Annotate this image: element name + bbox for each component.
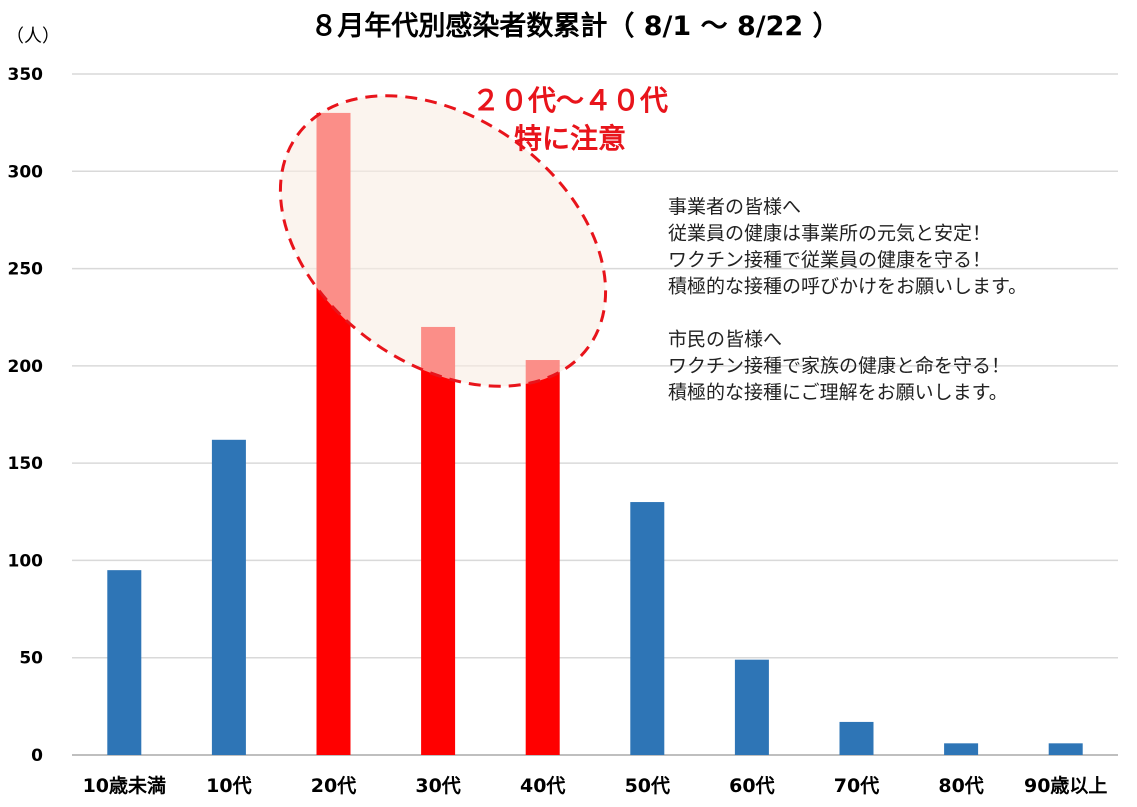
x-tick-label: 60代 [729, 775, 774, 797]
bar-6 [630, 502, 665, 755]
x-tick-label: 50代 [625, 775, 670, 797]
emphasis-line-1: ２０代〜４０代 [472, 84, 668, 117]
x-tick-label: 90歳以上 [1024, 775, 1107, 797]
emphasis-line-2: 特に注意 [514, 122, 626, 155]
y-axis-ticks: 0 50 100 150 200 250 300 350 [8, 65, 44, 766]
x-tick-label: 10歳未満 [83, 774, 166, 797]
y-tick-label: 200 [8, 357, 44, 377]
note-line: 従業員の健康は事業所の元気と安定！ [668, 223, 991, 245]
x-tick-label: 10代 [206, 775, 251, 797]
bar-10 [1048, 743, 1083, 755]
bar-2 [211, 439, 246, 755]
note-line: 積極的な接種にご理解をお願いします。 [668, 382, 1008, 404]
x-tick-label: 70代 [834, 775, 879, 797]
y-tick-label: 300 [8, 162, 44, 182]
bar-7 [734, 659, 769, 755]
y-tick-label: 150 [8, 454, 44, 474]
note-line: 積極的な接種の呼びかけをお願いします。 [668, 276, 1027, 298]
x-tick-label: 80代 [938, 775, 983, 797]
note-line: 事業者の皆様へ [668, 196, 801, 218]
bar-1 [107, 570, 142, 755]
note-line: 市民の皆様へ [668, 329, 782, 351]
bar-4 [421, 326, 456, 755]
bar-8 [839, 721, 874, 755]
y-tick-label: 100 [8, 551, 44, 571]
bar-9 [944, 743, 979, 755]
y-tick-label: 350 [8, 65, 44, 85]
note-line: ワクチン接種で従業員の健康を守る！ [668, 249, 991, 271]
y-axis-unit-label: （人） [6, 26, 60, 47]
bars [107, 112, 1083, 755]
note-line: ワクチン接種で家族の健康と命を守る！ [668, 355, 1010, 377]
y-tick-label: 250 [8, 260, 44, 280]
chart-title: ８月年代別感染者数累計（ 8/1 〜 8/22 ） [310, 10, 839, 42]
highlight-ellipse [278, 94, 608, 388]
x-tick-label: 30代 [415, 775, 460, 797]
y-tick-label: 50 [19, 649, 43, 669]
bar-5 [525, 360, 560, 755]
y-tick-label: 0 [31, 746, 43, 766]
x-tick-label: 40代 [520, 775, 565, 797]
x-tick-label: 20代 [311, 775, 356, 797]
x-axis-ticks: 10歳未満 10代 20代 30代 40代 50代 60代 70代 80代 90歳以上 [83, 774, 1108, 797]
